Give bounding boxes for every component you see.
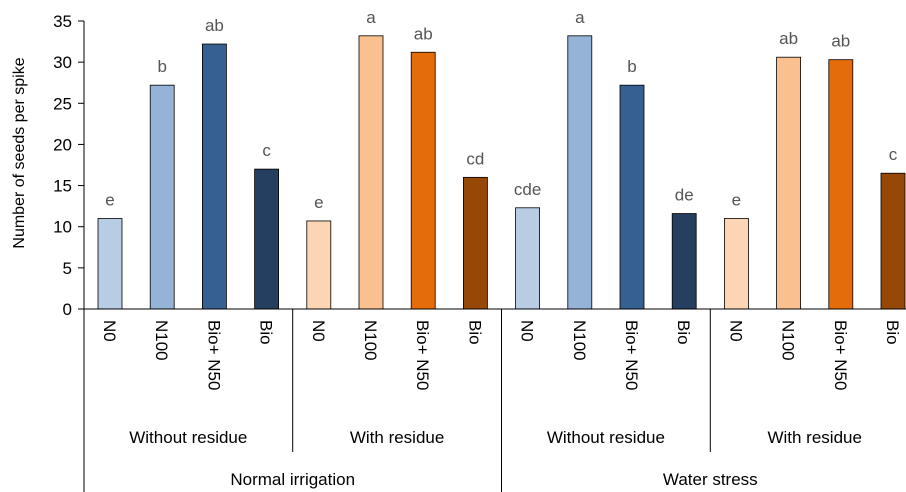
x-category-label: N100: [570, 320, 589, 361]
x-category-label: Bio: [674, 320, 693, 345]
subgroup-label: Without residue: [547, 428, 665, 447]
significance-letter: c: [889, 145, 898, 164]
significance-letter: b: [627, 57, 636, 76]
bar: [254, 168, 280, 310]
significance-letter: ab: [779, 29, 798, 48]
bar: [410, 51, 436, 310]
significance-letter: ab: [831, 32, 850, 51]
x-axis-groups: Without residue With residue Without resid…: [83, 309, 862, 492]
bar: [306, 220, 332, 310]
significance-letter: ab: [205, 16, 224, 35]
x-category-label: Bio: [465, 320, 484, 345]
bar: [462, 176, 488, 310]
bar: [201, 43, 227, 310]
x-category-label: Bio: [257, 320, 276, 345]
subgroup-label: Without residue: [129, 428, 247, 447]
significance-letter: b: [157, 57, 166, 76]
subgroup-label: With residue: [350, 428, 444, 447]
x-category-label: N0: [726, 320, 745, 342]
bar: [880, 172, 906, 310]
y-tick-label: 0: [63, 300, 72, 319]
subgroup-label: With residue: [767, 428, 861, 447]
x-category-label: N0: [100, 320, 119, 342]
y-axis-label: Number of seeds per spike: [11, 57, 28, 248]
group-label: Water stress: [663, 470, 758, 489]
bar: [567, 35, 593, 310]
bars: [97, 35, 906, 310]
x-category-label: Bio+ N50: [831, 320, 850, 390]
x-axis-categories: N0 N100 Bio+ N50 Bio N0 N100 Bio+ N50 Bio N0 N100…: [100, 320, 902, 390]
bar: [828, 59, 854, 310]
group-label: Normal irrigation: [230, 470, 355, 489]
bar: [97, 218, 123, 310]
y-tick-label: 15: [53, 177, 72, 196]
significance-letter: cd: [466, 149, 484, 168]
significance-letter: e: [105, 190, 114, 209]
bar: [671, 213, 697, 310]
bar: [619, 84, 645, 310]
y-tick-label: 30: [53, 53, 72, 72]
significance-letter: a: [366, 8, 376, 27]
x-category-label: Bio+ N50: [204, 320, 223, 390]
x-category-label: N100: [779, 320, 798, 361]
x-category-label: N0: [309, 320, 328, 342]
x-category-label: Bio: [883, 320, 902, 345]
y-tick-label: 10: [53, 218, 72, 237]
y-axis: 0 5 10 15 20 25 30 35: [53, 12, 84, 319]
significance-letter: de: [675, 186, 694, 205]
bar: [776, 56, 801, 310]
significance-letter: c: [262, 141, 271, 160]
bar: [515, 207, 540, 310]
x-category-label: N100: [361, 320, 380, 361]
bar: [149, 84, 175, 310]
significance-letter: cde: [514, 180, 541, 199]
y-tick-label: 35: [53, 12, 72, 31]
y-tick-label: 25: [53, 94, 72, 113]
significance-letter: ab: [414, 24, 433, 43]
x-category-label: N100: [152, 320, 171, 361]
axes: [83, 21, 906, 310]
significance-letter: e: [732, 190, 741, 209]
significance-letter: a: [575, 8, 585, 27]
x-category-label: Bio+ N50: [413, 320, 432, 390]
bar: [724, 218, 749, 310]
y-tick-label: 5: [63, 259, 72, 278]
x-category-label: N0: [518, 320, 537, 342]
x-category-label: Bio+ N50: [622, 320, 641, 390]
significance-letter: e: [314, 193, 323, 212]
y-tick-label: 20: [53, 135, 72, 154]
bar: [358, 35, 384, 310]
